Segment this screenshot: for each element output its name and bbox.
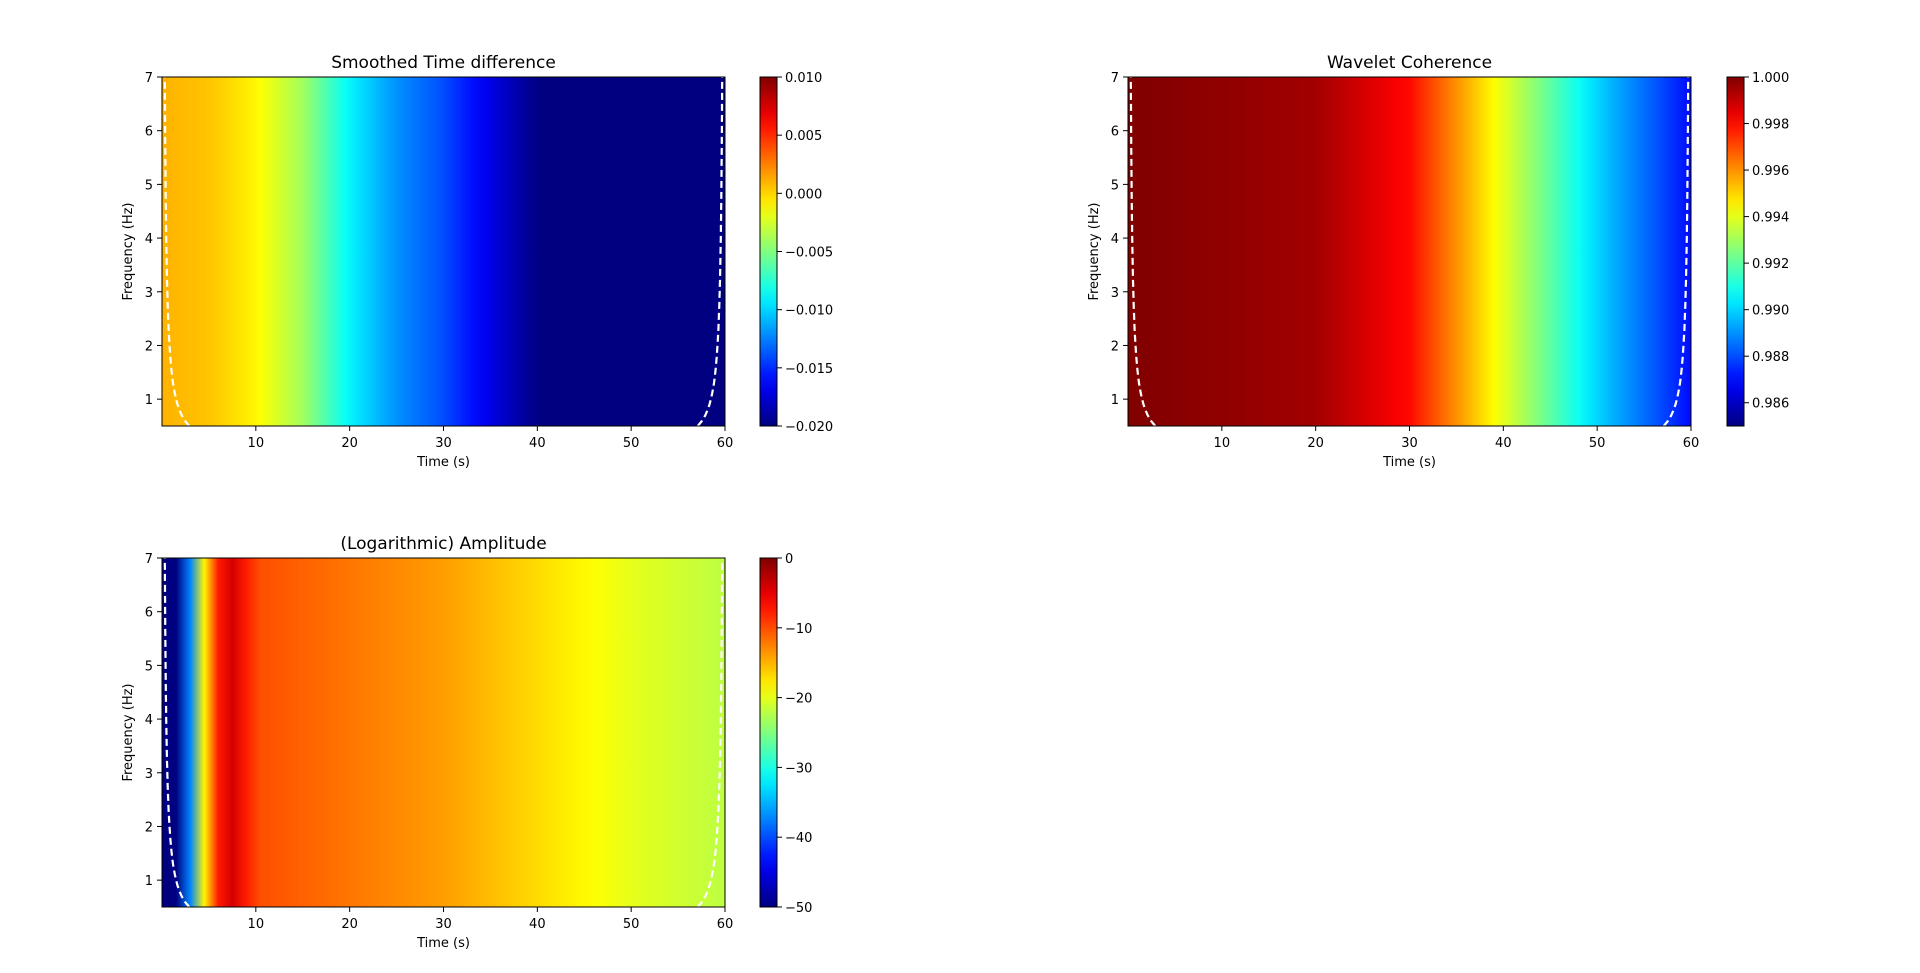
y-tick-label: 5 [145,178,153,193]
colorbar [1726,76,1745,427]
chart-panel-1: Smoothed Time difference 10 20 30 40 50 60 1 2 3 4… [121,53,833,470]
x-tick-label: 60 [1683,436,1700,451]
y-tick-label: 6 [145,125,153,140]
y-tick-label: 5 [145,659,153,674]
x-tick-label: 50 [623,436,640,451]
chart-panel-2: Wavelet Coherence 10 20 30 40 50 60 1 2 3 4 5 6 7 Time… [1087,53,1789,470]
y-tick-label: 2 [145,339,153,354]
y-tick-label: 3 [145,286,153,301]
x-axis-label: Time (s) [416,455,470,470]
coi-left-curve [163,558,191,907]
colorbar-tick-label: −0.010 [785,304,833,319]
colorbar-tick-label: 1.000 [1752,71,1789,86]
colorbar [759,557,778,908]
colorbar-tick-label: 0 [785,552,793,567]
heatmap-field [162,77,725,426]
x-tick-label: 10 [1214,436,1231,451]
y-axis-label: Frequency (Hz) [1087,202,1102,300]
colorbar [759,76,778,427]
cone-of-influence [1129,77,1690,426]
colorbar-tick-label: 0.010 [785,71,822,86]
x-tick-label: 50 [1589,436,1606,451]
y-tick-label: 3 [1111,286,1119,301]
coi-right-curve [696,77,724,426]
coi-right-curve [1662,77,1690,426]
colorbar-tick-label: 0.994 [1752,211,1789,226]
heatmap-field [1128,77,1691,426]
colorbar-tick-label: 0.996 [1752,164,1789,179]
y-tick-label: 1 [1111,393,1119,408]
colorbar-tick-label: −0.005 [785,246,833,261]
y-tick-label: 4 [145,713,153,728]
colorbar-tick-label: −10 [785,622,812,637]
chart-title: (Logarithmic) Amplitude [340,534,546,554]
y-tick-label: 6 [1111,125,1119,140]
colorbar-tick-label: 0.988 [1752,350,1789,365]
x-tick-label: 10 [248,917,265,932]
coi-left-curve [1129,77,1157,426]
x-tick-label: 30 [435,436,452,451]
x-tick-label: 60 [717,436,734,451]
y-tick-label: 1 [145,874,153,889]
coi-right-curve [696,558,724,907]
x-tick-label: 30 [435,917,452,932]
colorbar-tick-label: −50 [785,901,812,916]
x-axis-label: Time (s) [1382,455,1436,470]
y-tick-label: 1 [145,393,153,408]
y-tick-label: 4 [145,232,153,247]
y-axis-label: Frequency (Hz) [121,683,136,781]
colorbar-tick-label: −30 [785,761,812,776]
x-tick-label: 20 [341,436,358,451]
y-tick-label: 2 [145,820,153,835]
colorbar-tick-label: −0.015 [785,362,833,377]
y-axis-label: Frequency (Hz) [121,202,136,300]
x-tick-label: 50 [623,917,640,932]
colorbar-tick-label: 0.000 [785,187,822,202]
colorbar-tick-label: −40 [785,831,812,846]
y-tick-label: 5 [1111,178,1119,193]
colorbar-tick-label: 0.992 [1752,257,1789,272]
colorbar-tick-label: 0.990 [1752,304,1789,319]
cone-of-influence [163,77,724,426]
y-tick-label: 7 [1111,71,1119,86]
y-tick-label: 6 [145,606,153,621]
x-tick-label: 30 [1401,436,1418,451]
colorbar-tick-label: −20 [785,692,812,707]
x-tick-label: 40 [1495,436,1512,451]
heatmap-field [162,558,725,907]
x-tick-label: 10 [248,436,265,451]
y-tick-label: 4 [1111,232,1119,247]
x-tick-label: 20 [341,917,358,932]
y-tick-label: 3 [145,767,153,782]
chart-title: Smoothed Time difference [331,53,556,73]
x-tick-label: 60 [717,917,734,932]
colorbar-tick-label: 0.005 [785,129,822,144]
chart-title: Wavelet Coherence [1327,53,1492,73]
y-tick-label: 7 [145,552,153,567]
colorbar-tick-label: 0.998 [1752,118,1789,133]
x-axis-label: Time (s) [416,936,470,951]
colorbar-tick-label: −0.020 [785,420,833,435]
colorbar-tick-label: 0.986 [1752,397,1789,412]
y-tick-label: 7 [145,71,153,86]
coi-left-curve [163,77,191,426]
x-tick-label: 40 [529,436,546,451]
y-tick-label: 2 [1111,339,1119,354]
x-tick-label: 20 [1307,436,1324,451]
cone-of-influence [163,558,724,907]
x-tick-label: 40 [529,917,546,932]
